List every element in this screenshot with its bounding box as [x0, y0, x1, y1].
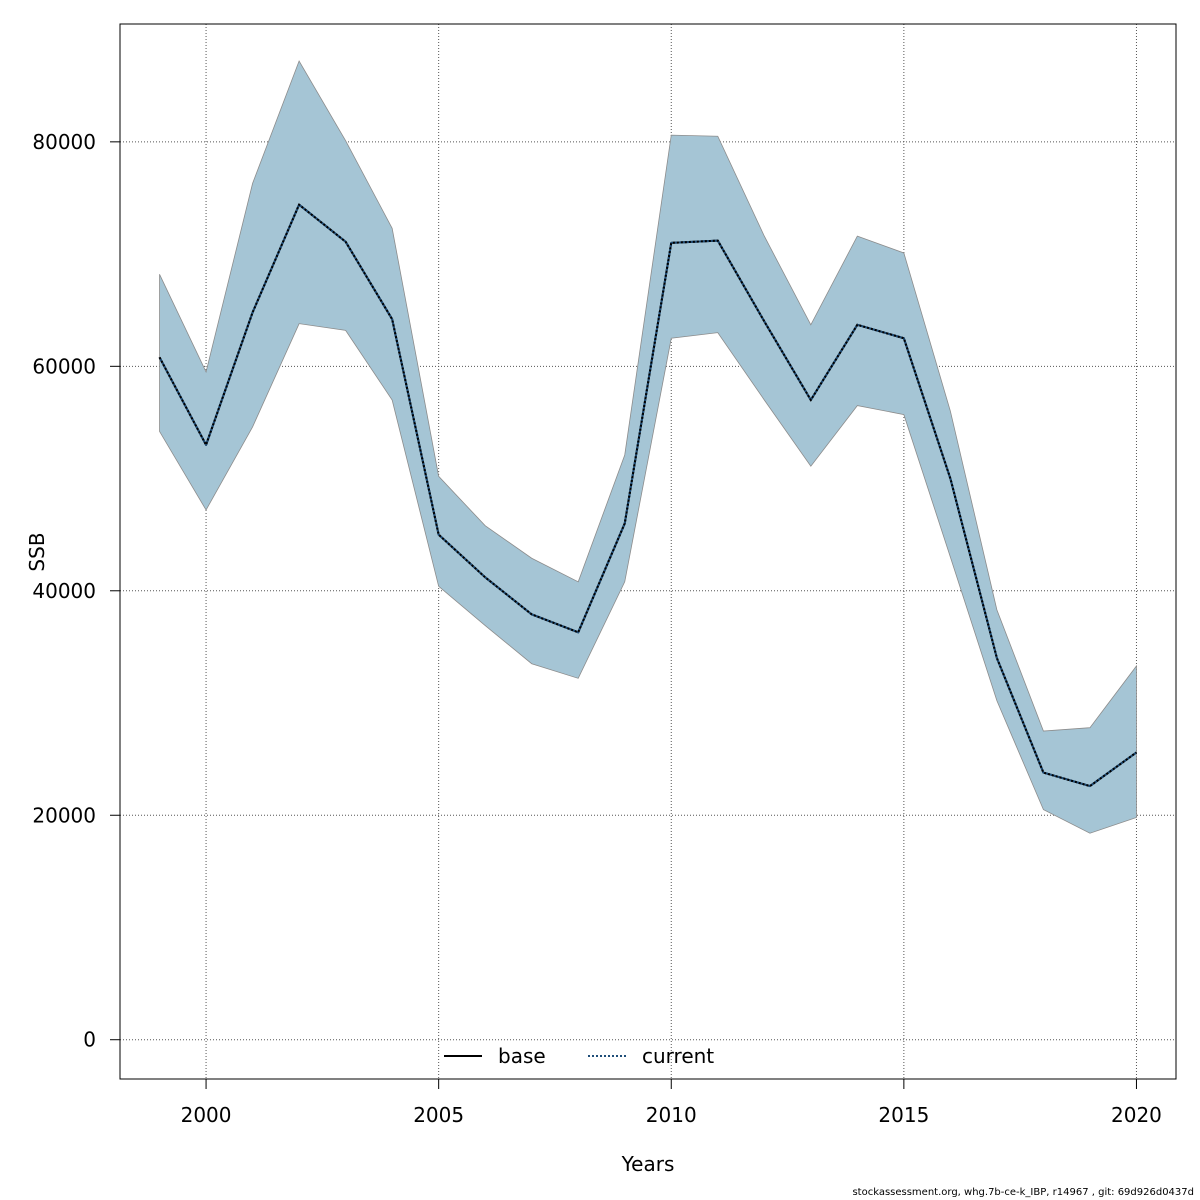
y-tick-label: 60000: [32, 354, 96, 378]
confidence-band: [159, 60, 1137, 834]
confidence-band-layer: [159, 60, 1137, 834]
series-line-current-dots: [158, 203, 1138, 788]
legend-base-label: base: [498, 1044, 546, 1068]
x-tick-label: 2020: [1111, 1103, 1162, 1127]
x-axis-ticks: 2000 2005 2010 2015 2020: [181, 1079, 1162, 1127]
source-footnote: stockassessment.org, whg.7b-ce-k_IBP, r1…: [852, 1187, 1194, 1198]
y-tick-label: 80000: [32, 130, 96, 154]
series-lines-layer: [158, 203, 1138, 788]
x-tick-label: 2005: [413, 1103, 464, 1127]
y-tick-label: 40000: [32, 579, 96, 603]
y-tick-label: 20000: [32, 803, 96, 827]
x-tick-label: 2010: [646, 1103, 697, 1127]
x-tick-label: 2015: [878, 1103, 929, 1127]
y-axis-title: SSB: [25, 532, 49, 571]
y-tick-label: 0: [83, 1028, 96, 1052]
grid-lines: [120, 24, 1176, 1079]
legend: base current: [444, 1044, 714, 1068]
x-axis-title: Years: [621, 1152, 675, 1176]
x-tick-label: 2000: [181, 1103, 232, 1127]
plot-frame: [119, 23, 1177, 1080]
legend-current-label: current: [642, 1044, 714, 1068]
y-axis-ticks: 0 20000 40000 60000 80000: [32, 130, 120, 1052]
